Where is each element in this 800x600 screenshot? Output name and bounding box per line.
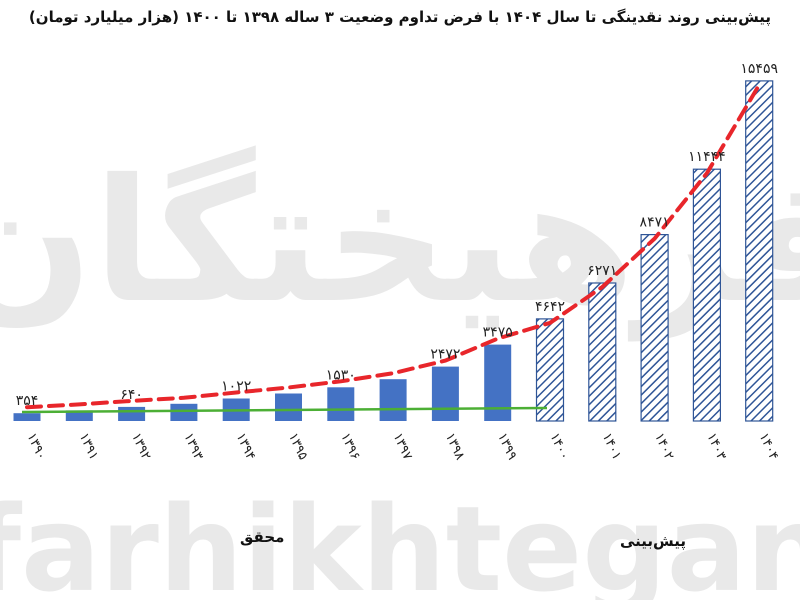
bar-8: [431, 366, 459, 421]
bar-0: [13, 413, 41, 421]
x-tick-10: ۱۴۰۰: [546, 431, 571, 463]
x-tick-0: ۱۳۹۰: [23, 431, 48, 463]
watermark-latin: farhikhtegan: [0, 480, 800, 600]
value-label-12: ۸۴۷۱: [640, 215, 670, 231]
x-tick-4: ۱۳۹۴: [233, 431, 258, 463]
x-tick-13: ۱۴۰۳: [703, 431, 728, 463]
bar-1: [65, 410, 93, 421]
value-label-9: ۳۴۷۵: [483, 325, 513, 341]
x-tick-8: ۱۳۹۸: [442, 431, 467, 463]
bar-3: [170, 403, 198, 421]
chart-title: پیش‌بینی روند نقدینگی تا سال ۱۴۰۴ با فرض…: [28, 8, 772, 26]
bar-13: [692, 168, 722, 422]
x-tick-12: ۱۴۰۲: [651, 431, 676, 463]
bar-7: [379, 379, 407, 421]
value-label-10: ۴۶۴۲: [535, 299, 565, 315]
bar-11: [588, 282, 617, 422]
x-tick-11: ۱۴۰۱: [599, 431, 624, 463]
bar-2: [118, 406, 146, 421]
value-label-8: ۲۴۷۲: [430, 347, 460, 363]
value-label-2: ۶۴۰: [120, 387, 143, 403]
value-label-13: ۱۱۴۴۴: [688, 149, 726, 165]
group-label-actual: محقق: [240, 528, 285, 546]
bar-10: [535, 318, 565, 422]
bar-12: [640, 234, 669, 422]
x-tick-7: ۱۳۹۷: [390, 431, 415, 463]
bar-6: [327, 387, 355, 421]
trend-line-solid: [21, 406, 548, 414]
watermark-script: فرهیختگان: [0, 143, 800, 342]
x-tick-2: ۱۳۹۲: [128, 431, 153, 463]
x-tick-9: ۱۳۹۹: [494, 431, 519, 463]
x-tick-6: ۱۳۹۶: [337, 431, 362, 463]
x-tick-5: ۱۳۹۵: [285, 431, 310, 463]
group-label-forecast: پیش‌بینی: [620, 532, 687, 550]
trend-line-dashed: [25, 82, 762, 410]
value-label-6: ۱۵۳۰: [326, 367, 356, 383]
value-label-0: ۳۵۴: [16, 393, 39, 409]
bar-14: [745, 80, 774, 422]
bar-5: [275, 393, 302, 421]
x-tick-3: ۱۳۹۳: [180, 431, 205, 463]
x-tick-1: ۱۳۹۱: [76, 431, 101, 463]
x-tick-14: ۱۴۰۴: [756, 431, 781, 463]
value-label-14: ۱۵۴۵۹: [740, 61, 778, 77]
value-label-11: ۶۲۷۱: [587, 263, 617, 279]
value-label-4: ۱۰۲۲: [221, 379, 251, 395]
